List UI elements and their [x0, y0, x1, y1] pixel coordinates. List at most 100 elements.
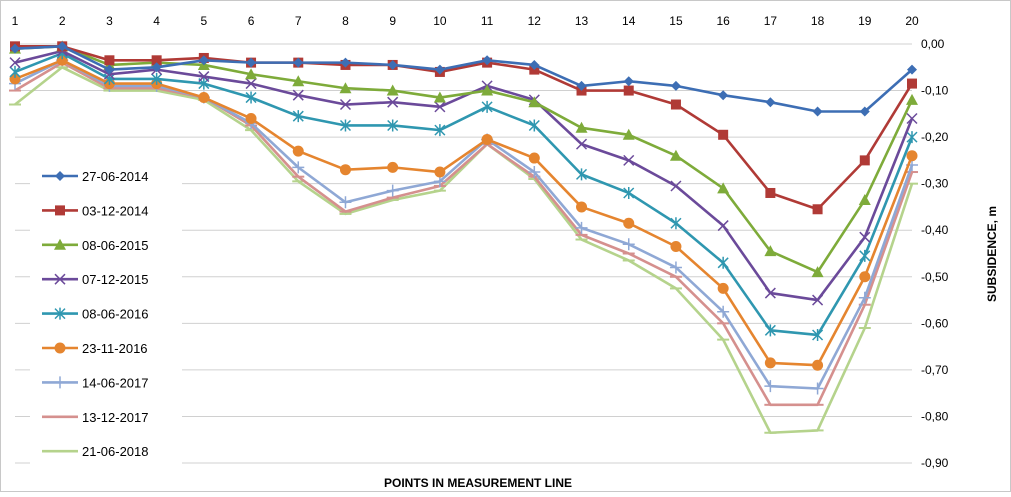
x-tick-label: 13 — [575, 14, 589, 28]
data-point — [576, 201, 588, 213]
legend-label: 08-06-2016 — [82, 307, 149, 322]
x-tick-label: 8 — [342, 14, 349, 28]
data-point — [812, 359, 824, 371]
data-point — [717, 305, 730, 318]
data-point — [764, 380, 777, 393]
data-point — [9, 65, 21, 78]
legend-label: 27-06-2014 — [82, 169, 149, 184]
data-point — [859, 155, 870, 166]
data-point — [670, 180, 682, 192]
x-tick-label: 1 — [12, 14, 19, 28]
x-tick-label: 16 — [716, 14, 730, 28]
data-point — [764, 357, 776, 369]
legend-label: 23-11-2016 — [82, 341, 148, 356]
x-tick-label: 20 — [905, 14, 919, 28]
series-line — [14, 49, 914, 302]
data-point — [56, 54, 68, 66]
data-point — [387, 59, 398, 70]
x-axis-label: POINTS IN MEASUREMENT LINE — [384, 476, 572, 490]
y-tick-label: -0,10 — [921, 84, 949, 98]
legend-marker — [54, 307, 66, 320]
data-point — [386, 84, 399, 96]
legend-item: 08-06-2015 — [42, 238, 149, 253]
data-point — [292, 75, 305, 87]
legend-item: 27-06-2014 — [42, 169, 149, 184]
series-line — [15, 45, 914, 211]
data-point — [434, 64, 445, 75]
data-point — [718, 90, 729, 101]
x-tick-label: 12 — [528, 14, 542, 28]
y-tick-label: -0,60 — [921, 316, 949, 330]
data-point — [245, 91, 257, 104]
data-point — [104, 64, 115, 75]
legend-item: 08-06-2016 — [42, 307, 149, 322]
data-point — [245, 112, 257, 124]
legend-item: 13-12-2017 — [42, 410, 149, 425]
data-point — [575, 138, 588, 150]
x-tick-label: 19 — [858, 14, 872, 28]
legend-marker — [54, 273, 66, 285]
data-point — [907, 64, 917, 75]
x-tick-label: 11 — [481, 14, 494, 28]
data-point — [434, 124, 446, 137]
data-point — [811, 266, 824, 278]
y-tick-label: -0,30 — [921, 177, 949, 191]
x-tick-labels: 1 2 3 4 5 6 7 8 9 10 11 12 13 14 15 16 17 18 19 20 — [12, 14, 919, 28]
data-point — [528, 119, 540, 132]
series-line — [14, 52, 914, 337]
data-point — [292, 89, 304, 101]
legend-label: 21-06-2018 — [82, 444, 149, 459]
x-tick-label: 18 — [811, 14, 825, 28]
series-line — [14, 58, 914, 367]
data-point — [339, 98, 352, 111]
data-point — [717, 182, 730, 194]
data-point — [339, 119, 352, 132]
data-point — [292, 145, 304, 157]
legend-marker — [54, 376, 66, 389]
legend-item: 21-06-2018 — [42, 444, 149, 459]
data-point — [859, 271, 871, 283]
data-point — [764, 324, 776, 337]
legend-item: 23-11-2016 — [42, 341, 148, 356]
y-tick-label: -0,40 — [921, 223, 949, 237]
y-tick-label: -0,80 — [921, 409, 949, 423]
data-point — [575, 221, 588, 234]
data-point — [198, 92, 210, 104]
data-point — [906, 112, 918, 125]
data-point — [859, 249, 871, 262]
data-point — [339, 164, 351, 176]
data-point — [623, 76, 634, 87]
data-point — [340, 57, 351, 68]
x-tick-label: 9 — [389, 14, 396, 28]
data-point — [104, 55, 115, 66]
data-point — [246, 57, 257, 68]
data-point — [387, 161, 399, 173]
data-point — [858, 193, 871, 205]
x-tick-label: 3 — [106, 14, 113, 28]
data-point — [859, 231, 871, 243]
data-point — [245, 68, 258, 80]
y-axis-label: SUBSIDENCE, m — [985, 206, 999, 302]
y-tick-label: -0,50 — [921, 270, 949, 284]
legend: 27-06-2014 03-12-2014 08-06-2015 07-12-2015… — [30, 160, 182, 468]
data-point — [907, 78, 917, 89]
data-point — [9, 57, 21, 69]
legend-marker — [54, 342, 66, 354]
data-point — [482, 55, 493, 66]
data-point — [339, 196, 352, 209]
data-point — [481, 100, 493, 113]
series-line — [14, 45, 913, 113]
legend-item: 07-12-2015 — [42, 272, 149, 287]
data-point — [623, 85, 634, 96]
data-point — [622, 238, 635, 251]
data-point — [10, 43, 20, 54]
data-point — [906, 131, 918, 144]
data-point — [717, 256, 729, 269]
data-point — [623, 217, 635, 229]
legend-marker — [54, 238, 66, 250]
data-point — [339, 82, 352, 94]
data-point — [670, 241, 682, 253]
legend-item: 14-06-2017 — [42, 375, 149, 390]
x-tick-label: 10 — [433, 14, 447, 28]
